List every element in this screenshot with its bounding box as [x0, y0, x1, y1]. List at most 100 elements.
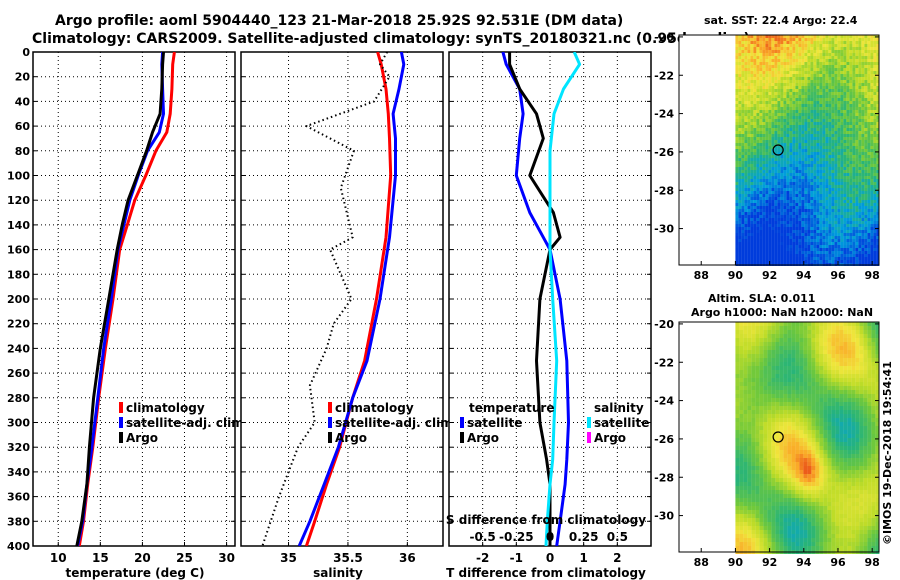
sla-cell: [863, 386, 868, 390]
sst-cell: [831, 80, 835, 83]
sla-cell: [855, 402, 860, 406]
sla-cell: [863, 378, 868, 382]
sst-cell: [756, 182, 760, 185]
sst-cell: [810, 251, 814, 254]
sla-cell: [875, 414, 880, 418]
sla-cell: [739, 414, 744, 418]
sst-cell: [777, 83, 781, 86]
sst-cell: [774, 107, 778, 110]
sst-cell: [774, 206, 778, 209]
sla-cell: [807, 350, 812, 354]
sst-cell: [795, 167, 799, 170]
sla-cell: [779, 334, 784, 338]
sla-cell: [807, 370, 812, 374]
sst-cell: [825, 113, 829, 116]
sla-cell: [863, 390, 868, 394]
sla-cell: [787, 414, 792, 418]
sst-cell: [777, 176, 781, 179]
sst-cell: [813, 68, 817, 71]
sst-cell: [855, 110, 859, 113]
sst-cell: [807, 119, 811, 122]
sst-cell: [819, 59, 823, 62]
sst-cell: [783, 176, 787, 179]
sla-cell: [787, 418, 792, 422]
sst-cell: [750, 227, 754, 230]
sst-cell: [774, 47, 778, 50]
sla-cell: [835, 402, 840, 406]
sst-cell: [876, 143, 880, 146]
sst-cell: [798, 203, 802, 206]
sla-cell: [799, 402, 804, 406]
sst-cell: [849, 170, 853, 173]
sst-cell: [801, 59, 805, 62]
sst-cell: [837, 257, 841, 260]
sst-cell: [849, 176, 853, 179]
sst-cell: [801, 116, 805, 119]
sst-cell: [840, 131, 844, 134]
sst-cell: [753, 164, 757, 167]
sst-cell: [765, 173, 769, 176]
sst-cell: [756, 107, 760, 110]
sla-cell: [867, 366, 872, 370]
sst-cell: [861, 98, 865, 101]
sst-cell: [831, 155, 835, 158]
sst-cell: [750, 215, 754, 218]
sst-cell: [828, 86, 832, 89]
sst-cell: [834, 152, 838, 155]
sla-cell: [875, 346, 880, 350]
sst-cell: [744, 245, 748, 248]
sst-cell: [735, 143, 739, 146]
x-tick-label: -1: [510, 551, 523, 565]
sst-cell: [762, 188, 766, 191]
sst-cell: [792, 239, 796, 242]
sst-cell: [819, 245, 823, 248]
sst-cell: [807, 143, 811, 146]
sst-cell: [735, 83, 739, 86]
sla-cell: [763, 334, 768, 338]
sst-cell: [858, 35, 862, 38]
sst-cell: [762, 65, 766, 68]
lat-tick-label: -24: [654, 108, 674, 121]
sst-cell: [834, 254, 838, 257]
sst-cell: [801, 68, 805, 71]
sst-cell: [789, 113, 793, 116]
sst-cell: [801, 176, 805, 179]
sst-cell: [765, 191, 769, 194]
sst-cell: [861, 116, 865, 119]
sst-cell: [765, 215, 769, 218]
sla-cell: [875, 378, 880, 382]
sst-cell: [789, 125, 793, 128]
sst-cell: [765, 185, 769, 188]
sla-cell: [743, 394, 748, 398]
sst-cell: [762, 50, 766, 53]
sst-cell: [819, 215, 823, 218]
sst-cell: [759, 101, 763, 104]
sla-cell: [843, 322, 848, 326]
sst-cell: [864, 83, 868, 86]
sst-cell: [738, 227, 742, 230]
sst-cell: [852, 119, 856, 122]
sla-cell: [755, 350, 760, 354]
sst-cell: [747, 194, 751, 197]
sst-cell: [822, 146, 826, 149]
sst-cell: [744, 119, 748, 122]
sla-cell: [807, 346, 812, 350]
sst-cell: [756, 101, 760, 104]
sst-cell: [849, 98, 853, 101]
sst-cell: [744, 71, 748, 74]
sla-cell: [859, 350, 864, 354]
sst-cell: [867, 251, 871, 254]
sla-cell: [843, 406, 848, 410]
sst-cell: [849, 257, 853, 260]
sst-cell: [861, 68, 865, 71]
sst-cell: [789, 143, 793, 146]
sst-cell: [780, 35, 784, 38]
sst-cell: [819, 176, 823, 179]
sst-cell: [735, 170, 739, 173]
sla-cell: [807, 410, 812, 414]
sst-cell: [810, 161, 814, 164]
sst-cell: [876, 125, 880, 128]
sst-cell: [780, 227, 784, 230]
sst-cell: [765, 107, 769, 110]
sla-cell: [759, 342, 764, 346]
